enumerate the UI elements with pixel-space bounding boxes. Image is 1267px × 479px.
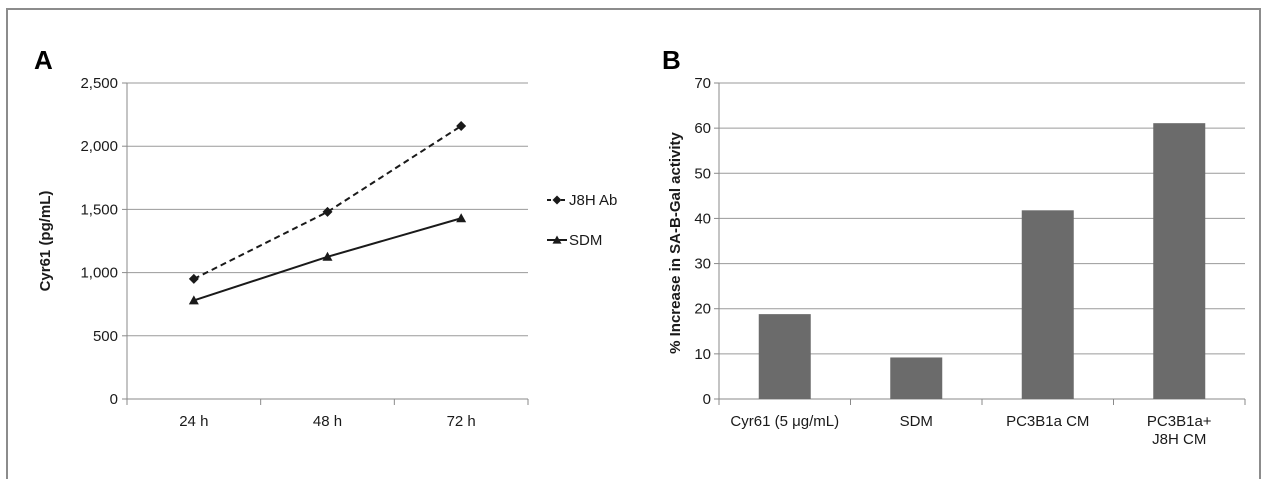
panel-b-bar bbox=[1021, 210, 1074, 399]
panel-b-bar bbox=[1153, 123, 1206, 400]
panel-b-y-tick-label: 30 bbox=[694, 256, 711, 273]
panel-a-point bbox=[456, 213, 467, 223]
panel-a-x-tick-label: 24 h bbox=[179, 413, 208, 430]
panel-a-label: A bbox=[34, 45, 53, 75]
panel-a-point bbox=[322, 251, 333, 261]
panel-b-y-tick-label: 10 bbox=[694, 346, 711, 363]
panel-a-y-tick-label: 1,500 bbox=[80, 201, 118, 218]
panel-b-y-tick-label: 20 bbox=[694, 301, 711, 318]
figure-frame-right bbox=[1259, 8, 1261, 479]
panel-b-y-tick-label: 70 bbox=[694, 75, 711, 92]
panel-a-y-tick-label: 2,500 bbox=[80, 75, 118, 92]
panel-a-series-line-0 bbox=[193, 125, 462, 280]
figure-frame-top bbox=[6, 8, 1261, 10]
panel-b-x-tick-label: PC3B1a+ bbox=[1147, 413, 1212, 430]
figure-frame-left bbox=[6, 8, 8, 479]
panel-a-x-tick-label: 72 h bbox=[447, 413, 476, 430]
panel-b-x-tick-label: J8H CM bbox=[1152, 431, 1206, 448]
panel-a-y-tick-label: 0 bbox=[110, 391, 118, 408]
panel-b-bar bbox=[890, 357, 943, 399]
panel-a-point bbox=[188, 295, 199, 305]
panel-a-legend-marker bbox=[552, 235, 562, 244]
panel-a-legend-label: SDM bbox=[569, 232, 602, 249]
panel-a-legend-marker bbox=[552, 195, 562, 205]
panel-b-bar bbox=[758, 314, 811, 399]
panel-a-point bbox=[188, 273, 199, 284]
panel-a-y-axis-label: Cyr61 (pg/mL) bbox=[37, 191, 54, 292]
panel-b-label: B bbox=[662, 45, 681, 75]
panel-a-y-tick-label: 2,000 bbox=[80, 138, 118, 155]
panel-a-y-tick-label: 1,000 bbox=[80, 265, 118, 282]
panel-b-y-tick-label: 40 bbox=[694, 210, 711, 227]
panel-b-x-tick-label: PC3B1a CM bbox=[1006, 413, 1089, 430]
panel-b-y-tick-label: 0 bbox=[703, 391, 711, 408]
panel-a-x-tick-label: 48 h bbox=[313, 413, 342, 430]
panel-a-y-tick-label: 500 bbox=[93, 328, 118, 345]
panel-b-y-axis-label: % Increase in SA-B-Gal activity bbox=[667, 131, 684, 353]
panel-b-x-tick-label: SDM bbox=[900, 413, 933, 430]
panel-a-legend-label: J8H Ab bbox=[569, 192, 617, 209]
panel-b-y-tick-label: 50 bbox=[694, 165, 711, 182]
panel-a-point bbox=[322, 206, 333, 217]
panel-b-x-tick-label: Cyr61 (5 μg/mL) bbox=[730, 413, 839, 430]
panel-b-y-tick-label: 60 bbox=[694, 120, 711, 137]
panel-a-point bbox=[456, 120, 467, 131]
